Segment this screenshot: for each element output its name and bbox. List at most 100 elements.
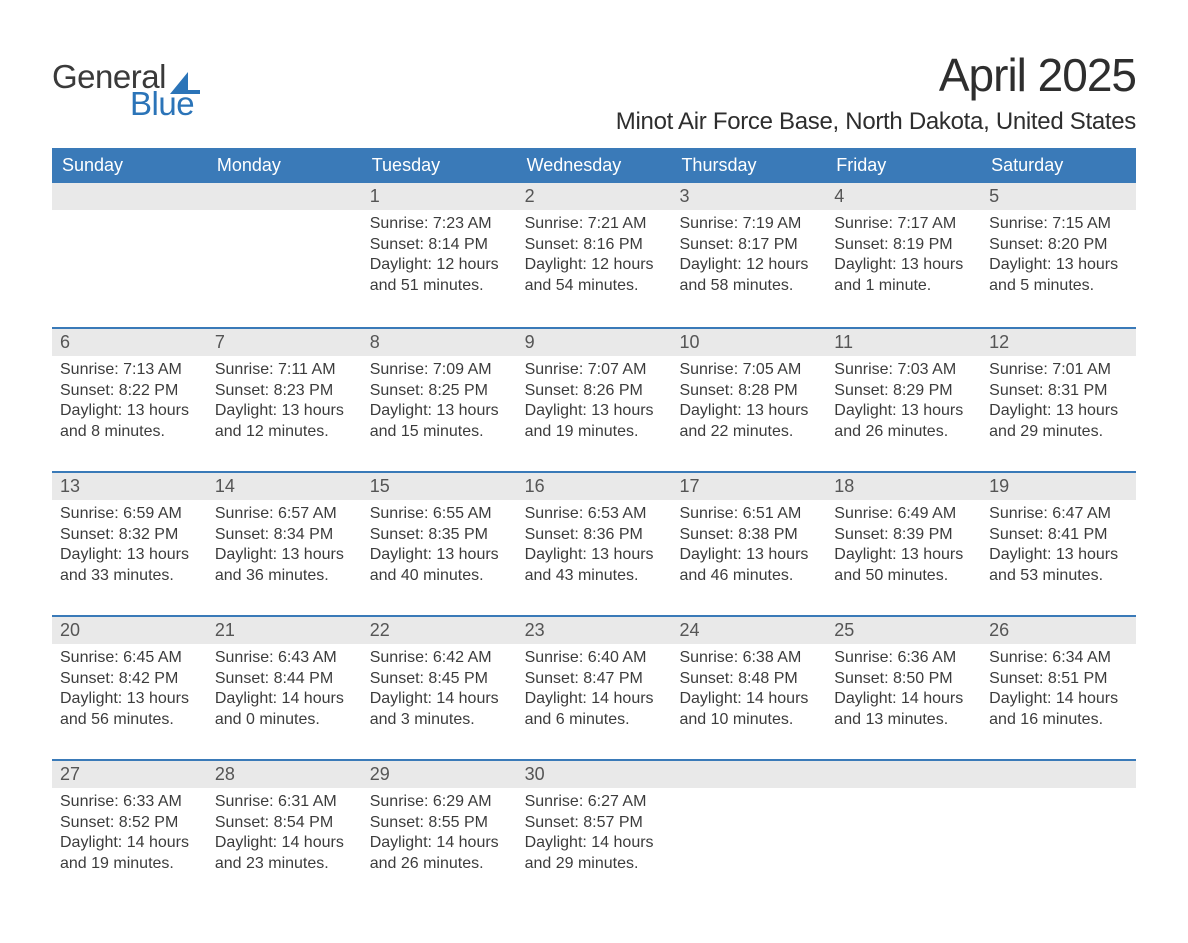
day-body: Sunrise: 6:51 AMSunset: 8:38 PMDaylight:… <box>671 500 826 592</box>
day-number: 16 <box>517 473 672 500</box>
day-body: Sunrise: 6:55 AMSunset: 8:35 PMDaylight:… <box>362 500 517 592</box>
day-number: 6 <box>52 329 207 356</box>
sunset-text: Sunset: 8:51 PM <box>989 669 1128 689</box>
daylight-text: Daylight: 13 hours and 33 minutes. <box>60 545 199 586</box>
sunrise-text: Sunrise: 7:13 AM <box>60 360 199 380</box>
day-cell: 25Sunrise: 6:36 AMSunset: 8:50 PMDayligh… <box>826 617 981 759</box>
day-body: Sunrise: 6:31 AMSunset: 8:54 PMDaylight:… <box>207 788 362 880</box>
week-row: 1Sunrise: 7:23 AMSunset: 8:14 PMDaylight… <box>52 183 1136 327</box>
sunset-text: Sunset: 8:17 PM <box>679 235 818 255</box>
sunset-text: Sunset: 8:57 PM <box>525 813 664 833</box>
day-cell: 9Sunrise: 7:07 AMSunset: 8:26 PMDaylight… <box>517 329 672 471</box>
day-number: 2 <box>517 183 672 210</box>
sunrise-text: Sunrise: 6:49 AM <box>834 504 973 524</box>
sunset-text: Sunset: 8:26 PM <box>525 381 664 401</box>
day-cell: 26Sunrise: 6:34 AMSunset: 8:51 PMDayligh… <box>981 617 1136 759</box>
day-number: 28 <box>207 761 362 788</box>
day-cell: 19Sunrise: 6:47 AMSunset: 8:41 PMDayligh… <box>981 473 1136 615</box>
daylight-text: Daylight: 14 hours and 23 minutes. <box>215 833 354 874</box>
day-number: 22 <box>362 617 517 644</box>
day-cell: 14Sunrise: 6:57 AMSunset: 8:34 PMDayligh… <box>207 473 362 615</box>
sunrise-text: Sunrise: 6:55 AM <box>370 504 509 524</box>
sunset-text: Sunset: 8:50 PM <box>834 669 973 689</box>
day-number: 4 <box>826 183 981 210</box>
month-title: April 2025 <box>616 48 1136 102</box>
day-cell: 18Sunrise: 6:49 AMSunset: 8:39 PMDayligh… <box>826 473 981 615</box>
daylight-text: Daylight: 14 hours and 10 minutes. <box>679 689 818 730</box>
day-number: 21 <box>207 617 362 644</box>
daylight-text: Daylight: 14 hours and 6 minutes. <box>525 689 664 730</box>
title-block: April 2025 Minot Air Force Base, North D… <box>616 48 1136 136</box>
day-body: Sunrise: 6:40 AMSunset: 8:47 PMDaylight:… <box>517 644 672 736</box>
sunset-text: Sunset: 8:16 PM <box>525 235 664 255</box>
day-body: Sunrise: 6:59 AMSunset: 8:32 PMDaylight:… <box>52 500 207 592</box>
sunset-text: Sunset: 8:23 PM <box>215 381 354 401</box>
day-cell: 7Sunrise: 7:11 AMSunset: 8:23 PMDaylight… <box>207 329 362 471</box>
day-cell: 24Sunrise: 6:38 AMSunset: 8:48 PMDayligh… <box>671 617 826 759</box>
day-number: 26 <box>981 617 1136 644</box>
day-cell <box>671 761 826 903</box>
day-body: Sunrise: 6:42 AMSunset: 8:45 PMDaylight:… <box>362 644 517 736</box>
day-number: 10 <box>671 329 826 356</box>
sunset-text: Sunset: 8:54 PM <box>215 813 354 833</box>
sunset-text: Sunset: 8:25 PM <box>370 381 509 401</box>
daylight-text: Daylight: 13 hours and 12 minutes. <box>215 401 354 442</box>
day-cell <box>826 761 981 903</box>
week-row: 20Sunrise: 6:45 AMSunset: 8:42 PMDayligh… <box>52 615 1136 759</box>
sunrise-text: Sunrise: 7:05 AM <box>679 360 818 380</box>
day-body: Sunrise: 7:21 AMSunset: 8:16 PMDaylight:… <box>517 210 672 302</box>
day-cell: 15Sunrise: 6:55 AMSunset: 8:35 PMDayligh… <box>362 473 517 615</box>
day-cell: 13Sunrise: 6:59 AMSunset: 8:32 PMDayligh… <box>52 473 207 615</box>
day-cell: 5Sunrise: 7:15 AMSunset: 8:20 PMDaylight… <box>981 183 1136 327</box>
dow-tuesday: Tuesday <box>362 148 517 183</box>
day-number <box>826 761 981 788</box>
day-number: 5 <box>981 183 1136 210</box>
sunset-text: Sunset: 8:35 PM <box>370 525 509 545</box>
daylight-text: Daylight: 14 hours and 29 minutes. <box>525 833 664 874</box>
sunset-text: Sunset: 8:22 PM <box>60 381 199 401</box>
sunrise-text: Sunrise: 6:31 AM <box>215 792 354 812</box>
day-number: 11 <box>826 329 981 356</box>
day-body: Sunrise: 6:27 AMSunset: 8:57 PMDaylight:… <box>517 788 672 880</box>
week-row: 6 Sunrise: 7:13 AMSunset: 8:22 PM Daylight… <box>52 327 1136 471</box>
day-cell: 3Sunrise: 7:19 AMSunset: 8:17 PMDaylight… <box>671 183 826 327</box>
daylight-text: Daylight: 13 hours and 43 minutes. <box>525 545 664 586</box>
sunrise-text: Sunrise: 7:17 AM <box>834 214 973 234</box>
day-cell: 6Sunrise: 7:13 AMSunset: 8:22 PMDaylight… <box>52 329 207 471</box>
day-cell: 10Sunrise: 7:05 AMSunset: 8:28 PMDayligh… <box>671 329 826 471</box>
sunset-text: Sunset: 8:29 PM <box>834 381 973 401</box>
day-number: 8 <box>362 329 517 356</box>
sunset-text: Sunset: 8:42 PM <box>60 669 199 689</box>
day-cell: 16Sunrise: 6:53 AMSunset: 8:36 PMDayligh… <box>517 473 672 615</box>
sunrise-text: Sunrise: 6:33 AM <box>60 792 199 812</box>
sunrise-text: Sunrise: 6:47 AM <box>989 504 1128 524</box>
day-body: Sunrise: 6:49 AMSunset: 8:39 PMDaylight:… <box>826 500 981 592</box>
day-number: 14 <box>207 473 362 500</box>
daylight-text: Daylight: 12 hours and 58 minutes. <box>679 255 818 296</box>
day-number: 27 <box>52 761 207 788</box>
sunrise-text: Sunrise: 6:29 AM <box>370 792 509 812</box>
week-row: 13Sunrise: 6:59 AMSunset: 8:32 PMDayligh… <box>52 471 1136 615</box>
day-number: 1 <box>362 183 517 210</box>
sunset-text: Sunset: 8:45 PM <box>370 669 509 689</box>
sunset-text: Sunset: 8:28 PM <box>679 381 818 401</box>
day-body: Sunrise: 6:34 AMSunset: 8:51 PMDaylight:… <box>981 644 1136 736</box>
sunset-text: Sunset: 8:36 PM <box>525 525 664 545</box>
sunrise-text: Sunrise: 6:57 AM <box>215 504 354 524</box>
day-body: Sunrise: 7:05 AMSunset: 8:28 PMDaylight:… <box>671 356 826 448</box>
day-number: 25 <box>826 617 981 644</box>
sunset-text: Sunset: 8:52 PM <box>60 813 199 833</box>
day-body: Sunrise: 6:53 AMSunset: 8:36 PMDaylight:… <box>517 500 672 592</box>
sunset-text: Sunset: 8:32 PM <box>60 525 199 545</box>
sunrise-text: Sunrise: 7:01 AM <box>989 360 1128 380</box>
day-body: Sunrise: 7:19 AMSunset: 8:17 PMDaylight:… <box>671 210 826 302</box>
daylight-text: Daylight: 13 hours and 50 minutes. <box>834 545 973 586</box>
daylight-text: Daylight: 14 hours and 13 minutes. <box>834 689 973 730</box>
daylight-text: Daylight: 13 hours and 5 minutes. <box>989 255 1128 296</box>
sunrise-text: Sunrise: 6:27 AM <box>525 792 664 812</box>
day-cell: 27Sunrise: 6:33 AMSunset: 8:52 PMDayligh… <box>52 761 207 903</box>
week-row: 27Sunrise: 6:33 AMSunset: 8:52 PMDayligh… <box>52 759 1136 903</box>
sunset-text: Sunset: 8:55 PM <box>370 813 509 833</box>
day-body: Sunrise: 6:33 AMSunset: 8:52 PMDaylight:… <box>52 788 207 880</box>
day-cell <box>52 183 207 327</box>
